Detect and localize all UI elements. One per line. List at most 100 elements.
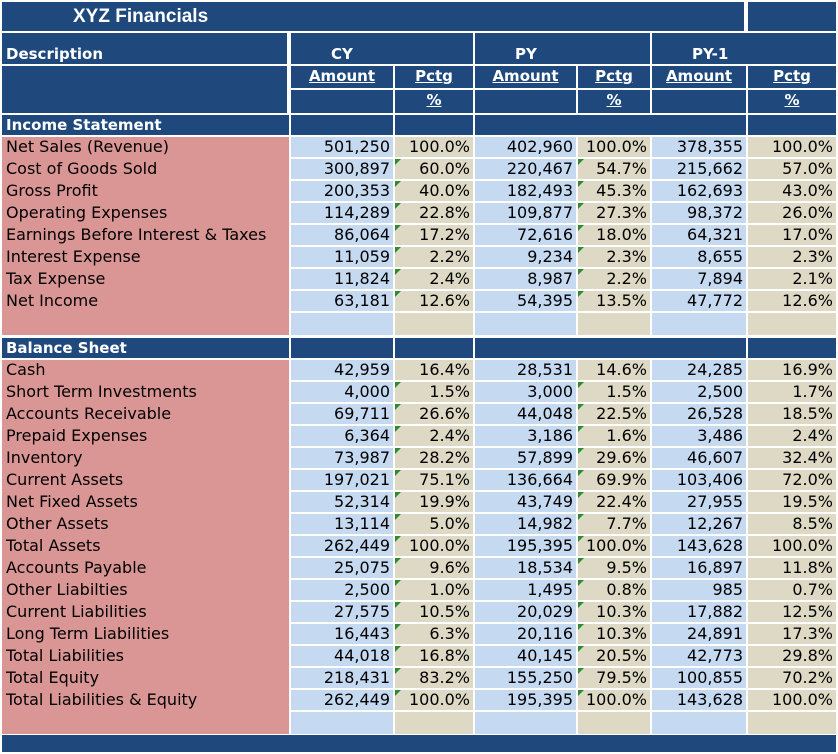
amount-cell[interactable]: 26,528 bbox=[652, 404, 746, 424]
pctg-cell[interactable]: 100.0% bbox=[578, 690, 650, 710]
pctg-cell[interactable]: 57.0% bbox=[748, 159, 836, 179]
pctg-cell[interactable]: 18.0% bbox=[578, 225, 650, 245]
row-label[interactable]: Other Assets bbox=[6, 514, 109, 533]
section-bar[interactable] bbox=[291, 338, 393, 358]
pctg-cell[interactable]: 1.7% bbox=[748, 382, 836, 402]
pct-sign-header[interactable]: % bbox=[395, 90, 473, 113]
pctg-cell[interactable]: 19.5% bbox=[748, 492, 836, 512]
pct-sign-header[interactable]: % bbox=[748, 90, 836, 113]
blank-cell[interactable] bbox=[475, 712, 576, 734]
row-label[interactable]: Current Liabilities bbox=[6, 602, 147, 621]
amount-cell[interactable]: 98,372 bbox=[652, 203, 746, 223]
section-bar[interactable] bbox=[475, 338, 746, 358]
pctg-cell[interactable]: 72.0% bbox=[748, 470, 836, 490]
row-label[interactable]: Other Liabilties bbox=[6, 580, 128, 599]
amount-cell[interactable]: 43,749 bbox=[475, 492, 576, 512]
amount-cell[interactable]: 27,575 bbox=[291, 602, 393, 622]
pctg-cell[interactable]: 10.3% bbox=[578, 624, 650, 644]
amount-cell[interactable]: 114,289 bbox=[291, 203, 393, 223]
blank-cell[interactable] bbox=[291, 712, 393, 734]
pctg-cell[interactable]: 2.1% bbox=[748, 269, 836, 289]
pctg-cell[interactable]: 60.0% bbox=[395, 159, 473, 179]
row-label[interactable]: Total Liabilities & Equity bbox=[6, 690, 198, 709]
amount-cell[interactable]: 13,114 bbox=[291, 514, 393, 534]
pctg-cell[interactable]: 17.3% bbox=[748, 624, 836, 644]
amount-cell[interactable]: 218,431 bbox=[291, 668, 393, 688]
pctg-cell[interactable]: 100.0% bbox=[748, 137, 836, 157]
amount-cell[interactable]: 195,395 bbox=[475, 536, 576, 556]
amount-header-blank[interactable] bbox=[475, 90, 576, 113]
amount-cell[interactable]: 44,018 bbox=[291, 646, 393, 666]
pctg-cell[interactable]: 16.4% bbox=[395, 360, 473, 380]
row-label[interactable]: Total Liabilities bbox=[6, 646, 125, 665]
pctg-cell[interactable]: 6.3% bbox=[395, 624, 473, 644]
amount-cell[interactable]: 143,628 bbox=[652, 690, 746, 710]
pctg-cell[interactable]: 2.3% bbox=[748, 247, 836, 267]
pctg-cell[interactable]: 40.0% bbox=[395, 181, 473, 201]
title-cell[interactable]: XYZ Financials bbox=[2, 2, 744, 31]
pctg-cell[interactable]: 22.5% bbox=[578, 404, 650, 424]
pctg-cell[interactable]: 17.0% bbox=[748, 225, 836, 245]
blank-cell[interactable] bbox=[395, 712, 473, 734]
pctg-cell[interactable]: 79.5% bbox=[578, 668, 650, 688]
section-bar[interactable] bbox=[748, 115, 836, 135]
blank-cell[interactable] bbox=[578, 313, 650, 335]
amount-cell[interactable]: 47,772 bbox=[652, 291, 746, 311]
pctg-cell[interactable]: 10.3% bbox=[578, 602, 650, 622]
amount-cell[interactable]: 63,181 bbox=[291, 291, 393, 311]
amount-cell[interactable]: 100,855 bbox=[652, 668, 746, 688]
pctg-cell[interactable]: 26.6% bbox=[395, 404, 473, 424]
blank-cell[interactable] bbox=[652, 712, 746, 734]
amount-cell[interactable]: 24,285 bbox=[652, 360, 746, 380]
pctg-cell[interactable]: 12.5% bbox=[748, 602, 836, 622]
pctg-cell[interactable]: 83.2% bbox=[395, 668, 473, 688]
pctg-header[interactable]: Pctg bbox=[748, 66, 836, 88]
pctg-cell[interactable]: 0.7% bbox=[748, 580, 836, 600]
amount-cell[interactable]: 42,959 bbox=[291, 360, 393, 380]
amount-cell[interactable]: 501,250 bbox=[291, 137, 393, 157]
amount-cell[interactable]: 1,495 bbox=[475, 580, 576, 600]
pctg-cell[interactable]: 1.5% bbox=[578, 382, 650, 402]
amount-cell[interactable]: 262,449 bbox=[291, 536, 393, 556]
pctg-cell[interactable]: 12.6% bbox=[395, 291, 473, 311]
pctg-cell[interactable]: 22.4% bbox=[578, 492, 650, 512]
amount-cell[interactable]: 200,353 bbox=[291, 181, 393, 201]
amount-cell[interactable]: 4,000 bbox=[291, 382, 393, 402]
amount-cell[interactable]: 86,064 bbox=[291, 225, 393, 245]
period-header-1[interactable]: CY bbox=[291, 33, 473, 64]
amount-cell[interactable]: 262,449 bbox=[291, 690, 393, 710]
amount-cell[interactable]: 25,075 bbox=[291, 558, 393, 578]
amount-cell[interactable]: 2,500 bbox=[291, 580, 393, 600]
amount-header[interactable]: Amount bbox=[475, 66, 576, 88]
description-header[interactable]: Description bbox=[2, 33, 287, 64]
pctg-cell[interactable]: 14.6% bbox=[578, 360, 650, 380]
pctg-cell[interactable]: 70.2% bbox=[748, 668, 836, 688]
amount-cell[interactable]: 73,987 bbox=[291, 448, 393, 468]
pctg-cell[interactable]: 100.0% bbox=[578, 137, 650, 157]
section-title-0[interactable]: Income Statement bbox=[2, 115, 289, 135]
amount-cell[interactable]: 195,395 bbox=[475, 690, 576, 710]
amount-cell[interactable]: 12,267 bbox=[652, 514, 746, 534]
amount-cell[interactable]: 3,486 bbox=[652, 426, 746, 446]
amount-cell[interactable]: 3,186 bbox=[475, 426, 576, 446]
amount-cell[interactable]: 16,443 bbox=[291, 624, 393, 644]
blank-cell[interactable] bbox=[291, 313, 393, 335]
amount-cell[interactable]: 16,897 bbox=[652, 558, 746, 578]
pctg-cell[interactable]: 2.4% bbox=[395, 269, 473, 289]
amount-cell[interactable]: 8,987 bbox=[475, 269, 576, 289]
row-label[interactable]: Prepaid Expenses bbox=[6, 426, 148, 445]
row-label[interactable]: Cash bbox=[6, 360, 46, 379]
blank-cell[interactable] bbox=[748, 712, 836, 734]
amount-cell[interactable]: 3,000 bbox=[475, 382, 576, 402]
amount-header[interactable]: Amount bbox=[291, 66, 393, 88]
amount-cell[interactable]: 20,116 bbox=[475, 624, 576, 644]
pctg-cell[interactable]: 32.4% bbox=[748, 448, 836, 468]
row-label[interactable]: Inventory bbox=[6, 448, 83, 467]
pctg-cell[interactable]: 100.0% bbox=[748, 690, 836, 710]
row-label[interactable]: Operating Expenses bbox=[6, 203, 168, 222]
section-title-1[interactable]: Balance Sheet bbox=[2, 338, 289, 358]
pctg-cell[interactable]: 100.0% bbox=[578, 536, 650, 556]
amount-cell[interactable]: 8,655 bbox=[652, 247, 746, 267]
pctg-cell[interactable]: 19.9% bbox=[395, 492, 473, 512]
pctg-cell[interactable]: 54.7% bbox=[578, 159, 650, 179]
